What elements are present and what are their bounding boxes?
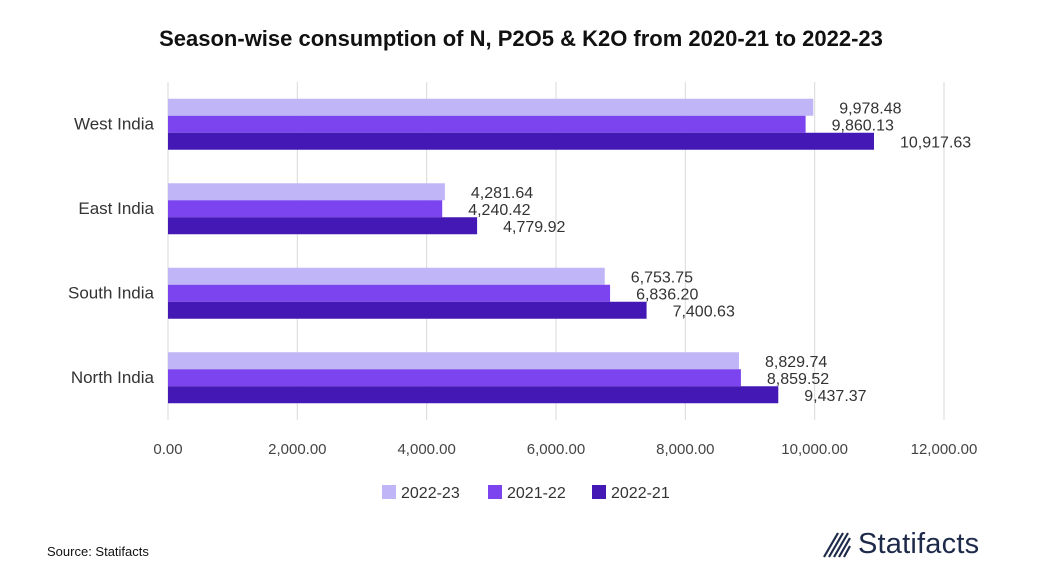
data-label: 7,400.63 [673,303,735,320]
x-tick-label: 6,000.00 [527,441,585,458]
source-note: Source: Statifacts [47,544,149,559]
category-label: North India [71,368,155,387]
bar [168,284,611,302]
bar [168,386,779,404]
x-tick-label: 12,000.00 [911,441,978,458]
data-label: 8,829.74 [765,354,827,371]
bar [168,115,806,133]
data-label: 9,860.13 [832,117,894,134]
category-label: South India [68,283,155,302]
data-label: 6,753.75 [631,269,693,286]
data-label: 9,978.48 [839,100,901,117]
chart-title: Season-wise consumption of N, P2O5 & K2O… [159,26,883,51]
bar [168,369,741,387]
bar [168,132,875,150]
data-label: 9,437.37 [804,388,866,405]
data-label: 6,836.20 [636,286,698,303]
legend-swatch [488,485,502,499]
bar [168,301,647,319]
bar [168,183,445,201]
x-tick-label: 8,000.00 [656,441,714,458]
bar [168,217,478,235]
legend-label: 2021-22 [507,485,566,502]
data-label: 8,859.52 [767,371,829,388]
legend-label: 2022-21 [611,485,670,502]
brand-name: Statifacts [858,528,980,560]
bar [168,352,739,370]
statifacts-logo-icon [823,530,851,559]
x-tick-label: 2,000.00 [268,441,326,458]
data-label: 4,281.64 [471,185,533,202]
data-label: 10,917.63 [900,134,971,151]
data-label: 4,779.92 [503,219,565,236]
legend-swatch [382,485,396,499]
category-label: East India [78,199,154,218]
category-label: West India [74,114,155,133]
legend-swatch [592,485,606,499]
data-label: 4,240.42 [468,202,530,219]
bar [168,267,605,285]
brand-logo: Statifacts [822,528,979,561]
x-tick-label: 0.00 [153,441,182,458]
x-tick-label: 4,000.00 [397,441,455,458]
bar [168,200,443,218]
legend-label: 2022-23 [401,485,460,502]
bar [168,98,814,116]
x-tick-label: 10,000.00 [781,441,848,458]
